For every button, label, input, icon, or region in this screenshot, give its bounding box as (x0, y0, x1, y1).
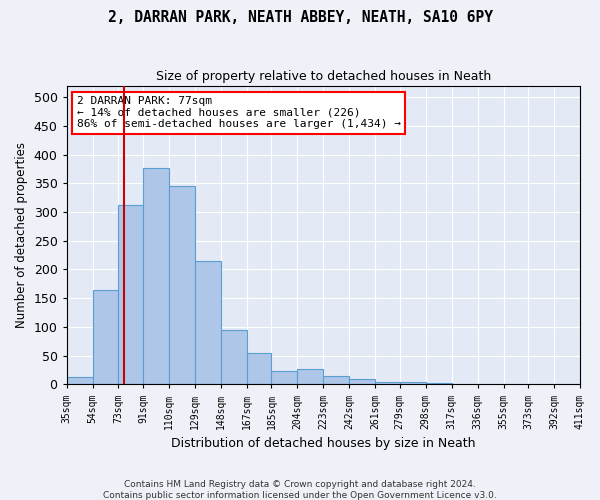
Bar (349, 379, 375, 384)
Bar (195, 261, 221, 384)
Text: 2 DARRAN PARK: 77sqm
← 14% of detached houses are smaller (226)
86% of semi-deta: 2 DARRAN PARK: 77sqm ← 14% of detached h… (77, 96, 401, 129)
Bar (221, 330, 247, 384)
Text: Contains HM Land Registry data © Crown copyright and database right 2024.
Contai: Contains HM Land Registry data © Crown c… (103, 480, 497, 500)
Text: 2, DARRAN PARK, NEATH ABBEY, NEATH, SA10 6PY: 2, DARRAN PARK, NEATH ABBEY, NEATH, SA10… (107, 10, 493, 25)
Bar (323, 376, 349, 384)
Bar (169, 186, 195, 384)
Bar (298, 369, 323, 384)
Bar (118, 204, 143, 384)
Bar (67, 377, 92, 384)
Y-axis label: Number of detached properties: Number of detached properties (15, 142, 28, 328)
Bar (247, 353, 271, 384)
Title: Size of property relative to detached houses in Neath: Size of property relative to detached ho… (155, 70, 491, 83)
Bar (400, 382, 426, 384)
Bar (92, 290, 118, 384)
Bar (143, 168, 169, 384)
Bar (271, 370, 298, 384)
Bar (426, 383, 452, 384)
X-axis label: Distribution of detached houses by size in Neath: Distribution of detached houses by size … (171, 437, 476, 450)
Bar (375, 382, 400, 384)
